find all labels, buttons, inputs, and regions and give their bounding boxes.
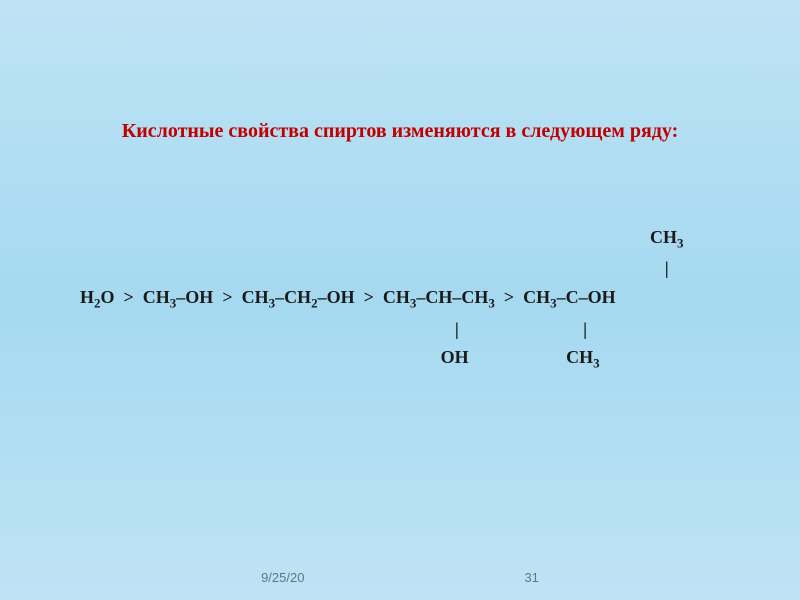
footer: 9/25/20 31 bbox=[0, 570, 800, 585]
gt-3: > bbox=[355, 283, 383, 312]
tertiary-top: CH3 | bbox=[650, 223, 684, 283]
gt-4: > bbox=[495, 283, 523, 312]
gt-1: > bbox=[115, 283, 143, 312]
isopropanol: CH3–CH–CH3 | OH bbox=[383, 283, 495, 372]
footer-page: 31 bbox=[524, 570, 538, 585]
ethanol: CH3–CH2–OH bbox=[242, 283, 355, 314]
slide: Кислотные свойства спиртов изменяются в … bbox=[0, 0, 800, 600]
water: H2O bbox=[80, 283, 115, 314]
footer-date: 9/25/20 bbox=[261, 570, 304, 585]
formula-series: CH3 | H2O > CH3–OH > CH3–CH2–OH > CH3–CH… bbox=[40, 223, 760, 375]
gt-2: > bbox=[213, 283, 241, 312]
slide-title: Кислотные свойства спиртов изменяются в … bbox=[40, 120, 760, 143]
tert-butanol: CH3–C–OH | CH3 bbox=[523, 283, 616, 375]
methanol: CH3–OH bbox=[143, 283, 214, 314]
